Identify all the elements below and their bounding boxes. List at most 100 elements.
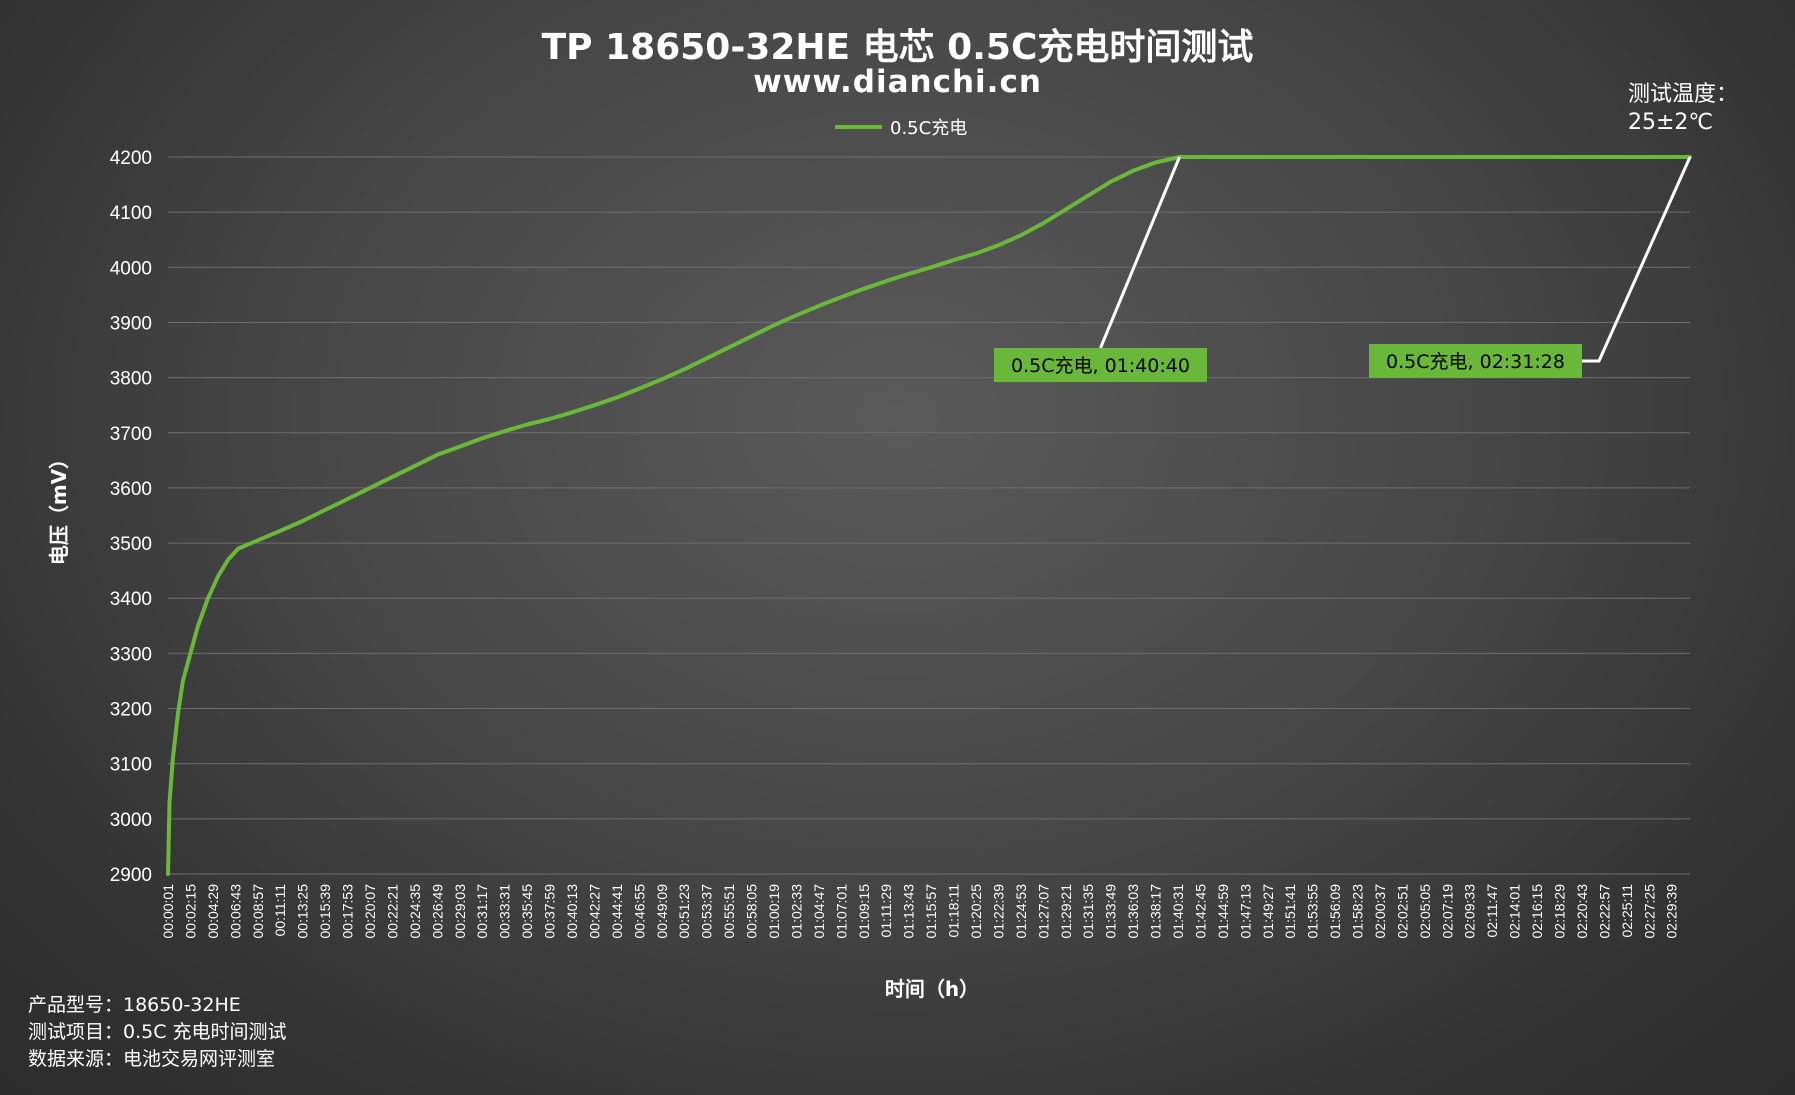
x-tick-label: 01:58:23: [1350, 884, 1366, 939]
x-tick-label: 00:35:45: [519, 884, 535, 939]
y-tick-label: 4000: [110, 258, 152, 279]
x-tick-label: 01:04:47: [811, 884, 827, 939]
y-tick-label: 3700: [110, 424, 152, 445]
x-tick-label: 00:42:27: [586, 884, 602, 939]
y-tick-label: 3800: [110, 369, 152, 390]
x-tick-label: 01:31:35: [1080, 884, 1096, 939]
y-axis-label: 电压（mV）: [47, 449, 71, 565]
x-tick-label: 02:18:29: [1552, 884, 1568, 939]
annotation-label: 0.5C充电, 02:31:28: [1386, 351, 1565, 373]
x-tick-label: 00:22:21: [384, 884, 400, 939]
y-tick-label: 4200: [110, 148, 152, 169]
x-tick-label: 01:18:11: [946, 884, 962, 938]
annotation-layer: 0.5C充电, 01:40:40 0.5C充电, 02:31:28: [994, 156, 1692, 382]
x-tick-label: 02:20:43: [1574, 884, 1590, 939]
series-line: [166, 155, 1692, 876]
y-tick-label: 3400: [110, 589, 152, 610]
x-tick-label: 01:53:55: [1305, 884, 1321, 939]
y-tick-label: 3600: [110, 479, 152, 500]
annotation-box: [1369, 344, 1582, 378]
x-tick-label: 02:29:39: [1664, 884, 1680, 939]
x-tick-label: 02:16:15: [1529, 884, 1545, 939]
x-tick-label: 02:25:11: [1619, 884, 1635, 938]
x-tick-label: 00:40:13: [564, 884, 580, 939]
footer-test-item: 测试项目：0.5C 充电时间测试: [28, 1021, 287, 1043]
x-axis-ticks: 00:00:01 00:02:15 00:04:29 00:06:43 00:08:57…: [160, 884, 1680, 939]
chart-title: TP 18650-32HE 电芯 0.5C充电时间测试: [541, 27, 1254, 68]
x-tick-label: 01:00:19: [766, 884, 782, 939]
x-tick-label: 00:04:29: [205, 884, 221, 939]
x-tick-label: 01:47:13: [1237, 884, 1253, 939]
x-tick-label: 01:38:17: [1148, 884, 1164, 939]
x-tick-label: 00:00:01: [160, 884, 176, 939]
y-tick-label: 3500: [110, 534, 152, 555]
x-tick-label: 00:26:49: [429, 884, 445, 939]
x-tick-label: 01:24:53: [1013, 884, 1029, 939]
x-tick-label: 01:36:03: [1125, 884, 1141, 939]
x-tick-label: 01:40:31: [1170, 884, 1186, 939]
chart-subtitle: www.dianchi.cn: [753, 64, 1042, 100]
x-tick-label: 00:02:15: [182, 884, 198, 939]
x-tick-label: 01:15:57: [923, 884, 939, 939]
annotation-leader: [1099, 156, 1181, 349]
temperature-value: 25±2℃: [1628, 110, 1714, 135]
x-tick-label: 01:42:45: [1192, 884, 1208, 939]
x-tick-label: 01:56:09: [1327, 884, 1343, 939]
x-tick-label: 01:27:07: [1035, 884, 1051, 939]
x-tick-label: 00:49:09: [654, 884, 670, 939]
annotation-label: 0.5C充电, 01:40:40: [1011, 355, 1190, 377]
x-tick-label: 00:11:11: [272, 884, 288, 937]
x-tick-label: 02:05:05: [1417, 884, 1433, 939]
footer-model: 产品型号：18650-32HE: [28, 994, 241, 1016]
x-tick-label: 01:07:01: [833, 884, 849, 939]
x-tick-label: 02:07:19: [1439, 884, 1455, 939]
x-axis-label: 时间（h）: [885, 977, 979, 1001]
x-tick-label: 00:15:39: [317, 884, 333, 939]
x-tick-label: 01:29:21: [1058, 884, 1074, 939]
x-tick-label: 01:44:59: [1215, 884, 1231, 939]
x-tick-label: 00:24:35: [407, 884, 423, 939]
y-tick-label: 2900: [110, 865, 152, 886]
x-tick-label: 00:58:05: [744, 884, 760, 939]
x-tick-label: 01:51:41: [1282, 884, 1298, 939]
x-tick-label: 00:53:37: [699, 884, 715, 939]
y-tick-label: 3200: [110, 700, 152, 721]
legend: 0.5C充电: [835, 118, 967, 139]
x-tick-label: 02:27:25: [1641, 884, 1657, 939]
x-tick-label: 00:55:51: [721, 884, 737, 939]
x-tick-label: 01:33:49: [1103, 884, 1119, 939]
x-tick-label: 00:44:41: [609, 884, 625, 939]
footer-source: 数据来源：电池交易网评测室: [28, 1048, 276, 1070]
series-layer: [166, 155, 1692, 876]
x-tick-label: 01:13:43: [901, 884, 917, 939]
x-tick-label: 01:22:39: [990, 884, 1006, 939]
y-tick-label: 3300: [110, 644, 152, 665]
x-tick-label: 00:51:23: [676, 884, 692, 939]
x-tick-label: 01:20:25: [968, 884, 984, 939]
x-tick-label: 00:29:03: [452, 884, 468, 939]
x-tick-label: 02:09:33: [1462, 884, 1478, 939]
annotation-box: [994, 348, 1207, 382]
x-tick-label: 00:06:43: [227, 884, 243, 939]
x-tick-label: 00:13:25: [295, 884, 311, 939]
x-tick-label: 01:49:27: [1260, 884, 1276, 939]
x-tick-label: 00:46:55: [631, 884, 647, 939]
x-tick-label: 00:20:07: [362, 884, 378, 939]
y-tick-label: 3100: [110, 755, 152, 776]
legend-label: 0.5C充电: [890, 118, 967, 139]
x-tick-label: 02:22:57: [1596, 884, 1612, 939]
x-tick-label: 01:02:33: [788, 884, 804, 939]
x-tick-label: 00:31:17: [474, 884, 490, 939]
y-tick-label: 3000: [110, 810, 152, 831]
x-tick-label: 00:17:53: [340, 884, 356, 939]
y-tick-label: 3900: [110, 313, 152, 334]
x-tick-label: 01:09:15: [856, 884, 872, 939]
x-tick-label: 02:00:37: [1372, 884, 1388, 939]
x-tick-label: 02:14:01: [1507, 884, 1523, 939]
x-tick-label: 02:02:51: [1394, 884, 1410, 939]
grid-lines: [168, 156, 1690, 875]
y-tick-label: 4100: [110, 203, 152, 224]
annotation-leader: [1582, 156, 1692, 363]
x-tick-label: 01:11:29: [878, 884, 894, 938]
